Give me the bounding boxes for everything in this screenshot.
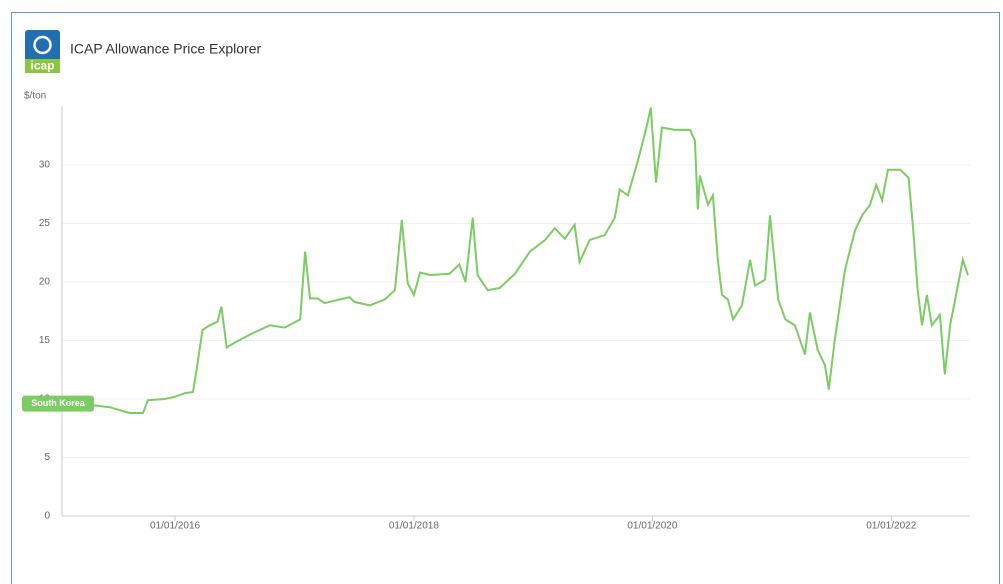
y-tick-label: 15 — [39, 335, 51, 346]
logo-icon — [33, 35, 52, 55]
series-line — [61, 107, 969, 414]
y-tick-label: 20 — [39, 277, 51, 288]
chart: icap ICAP Allowance Price Explorer $/ton… — [22, 30, 970, 532]
x-tick-label: 01/01/2022 — [866, 521, 916, 532]
frame — [11, 12, 1000, 584]
series-label-box — [22, 395, 94, 412]
logo-text: icap — [30, 59, 54, 73]
y-tick-label: 0 — [44, 511, 50, 522]
y-tick-label: 25 — [39, 218, 51, 229]
series-label: South Korea — [31, 398, 85, 408]
page: {"chart_data": {"type": "line", "title":… — [11, 12, 1000, 584]
y-axis-label: $/ton — [24, 91, 46, 102]
chart-title: ICAP Allowance Price Explorer — [70, 41, 261, 57]
x-tick-label: 01/01/2018 — [389, 521, 439, 532]
y-tick-label: 5 — [44, 452, 50, 463]
logo-band — [25, 59, 60, 73]
y-tick-label: 30 — [39, 160, 51, 171]
x-tick-label: 01/01/2016 — [150, 521, 200, 532]
x-tick-label: 01/01/2020 — [627, 521, 677, 532]
